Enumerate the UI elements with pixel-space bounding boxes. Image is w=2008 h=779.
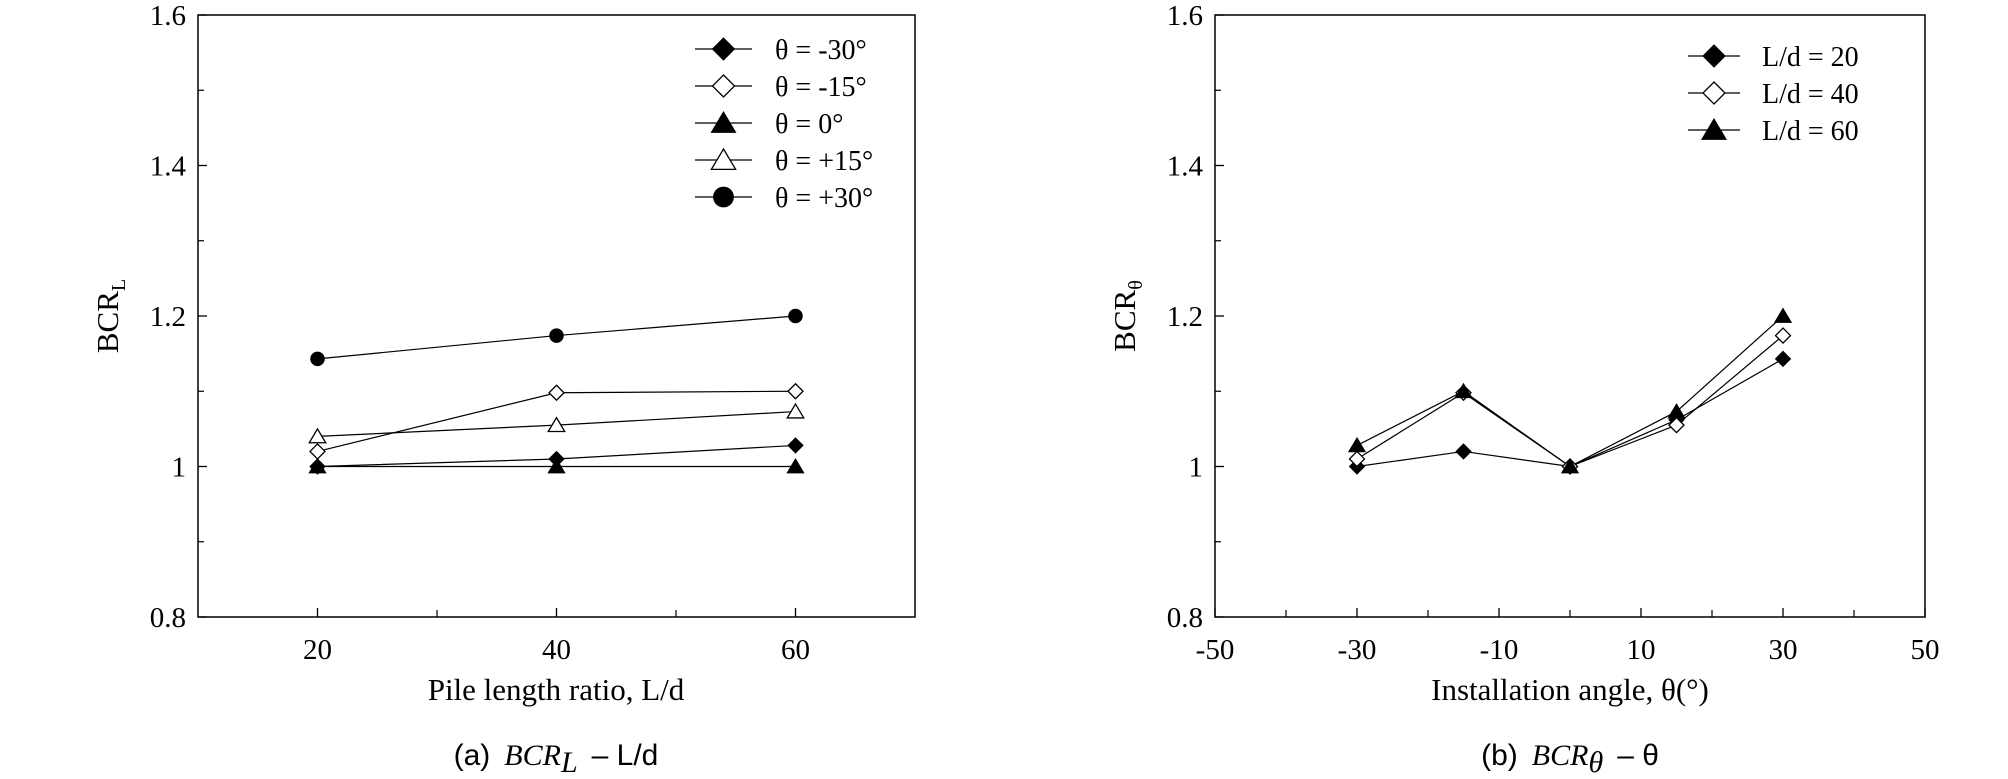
chart-b-series-2-point (1347, 436, 1367, 453)
chart-b-y-axis-title-sub: θ (1125, 280, 1147, 290)
chart-b-legend-marker (1702, 44, 1726, 68)
chart-a-series-0-point (787, 437, 804, 454)
chart-a-legend: θ = -30° θ = -15° θ = 0° θ = +15° θ = +30° (695, 35, 873, 214)
chart-b-x-tick-label: 50 (1911, 634, 1940, 666)
chart-b-series-0-point (1455, 443, 1472, 460)
chart-a-series-3-point (308, 427, 327, 444)
chart-a-caption-sub: L (560, 746, 578, 779)
chart-b-caption-sub: θ (1588, 746, 1603, 779)
chart-b-legend-label: L/d = 20 (1762, 42, 1859, 73)
chart-b-y-tick-label: 1 (1189, 452, 1204, 484)
chart-a-series-4-point (788, 308, 803, 324)
chart-a-caption-suffix: – L/d (592, 739, 659, 772)
chart-a-y-tick-label: 1.6 (150, 0, 186, 32)
chart-a-legend-label: θ = -15° (775, 72, 867, 103)
chart-b-series-2-point (1560, 458, 1580, 474)
chart-a-y-tick-label: 0.8 (150, 602, 186, 634)
chart-b-legend-label: L/d = 60 (1762, 116, 1859, 147)
chart-b-caption: (b) BCRθ – θ (1481, 739, 1659, 779)
chart-b-x-axis-title: Installation angle, θ(°) (1431, 672, 1709, 707)
chart-a-series-4-point (310, 351, 325, 367)
chart-b-legend-marker (1701, 118, 1727, 140)
chart-a-series-3-point (786, 402, 805, 419)
chart-a-y-axis-title-main: BCR (90, 291, 125, 353)
chart-a-x-tick-label: 20 (303, 634, 332, 666)
chart-b-y-tick-label: 0.8 (1167, 602, 1203, 634)
chart-a-y-tick-label: 1.2 (150, 301, 186, 333)
chart-b-series (1347, 307, 1793, 475)
chart-a: 0.811.21.41.6 20 40 60 θ = -30°θ = -15°θ =… (90, 0, 916, 779)
chart-a-legend-marker (710, 111, 737, 133)
chart-a-x-axis-title: Pile length ratio, L/d (428, 672, 685, 707)
chart-a-legend-label: θ = +15° (775, 146, 873, 177)
chart-a-legend-label: θ = -30° (775, 35, 867, 66)
chart-b-x-tick-label: -30 (1338, 634, 1377, 666)
chart-b-y-axis-title: BCRθ (1107, 280, 1147, 352)
chart-b-legend-label: L/d = 40 (1762, 79, 1859, 110)
chart-b-series-2-point (1454, 382, 1473, 399)
chart-b-series-1-line (1356, 335, 1784, 468)
chart-b-series-1-point (1348, 450, 1366, 468)
chart-a-y-tick-label: 1 (172, 452, 187, 484)
chart-b-caption-prefix: (b) (1481, 739, 1518, 772)
chart-a-x-ticks: 20 40 60 (303, 608, 810, 666)
chart-a-legend-marker (711, 74, 736, 98)
chart-a-legend-marker (710, 147, 737, 171)
chart-b-x-ticks: -50 -30 -10 10 30 50 (1196, 608, 1940, 666)
chart-b-x-tick-label: 30 (1769, 634, 1798, 666)
chart-b-y-axis-title-main: BCR (1107, 289, 1142, 351)
chart-b-x-tick-label: -50 (1196, 634, 1235, 666)
chart-b-x-tick-label: -10 (1480, 634, 1519, 666)
chart-b-series-1-point (1774, 327, 1792, 344)
chart-b: 0.811.21.41.6 -50 -30 -10 10 30 50 L/d = 20L/… (1107, 0, 1940, 779)
chart-a-series-4-point (549, 328, 564, 343)
chart-a-legend-marker (711, 37, 736, 61)
chart-b-series-0-point (1774, 350, 1792, 368)
chart-b-legend: L/d = 20 L/d = 40 L/d = 60 (1688, 42, 1859, 147)
chart-b-legend-marker (1702, 81, 1726, 105)
chart-a-legend-label: θ = +30° (775, 183, 873, 214)
chart-b-series-2-line (1356, 315, 1784, 468)
chart-a-x-tick-label: 40 (542, 634, 571, 666)
chart-a-plot-frame (197, 14, 916, 618)
chart-b-series-1-point (1668, 416, 1685, 434)
chart-a-legend-label: θ = 0° (775, 109, 843, 140)
chart-b-y-tick-label: 1.6 (1167, 0, 1203, 32)
chart-a-y-axis-title-sub: L (108, 279, 130, 291)
chart-a-legend-marker (713, 186, 734, 208)
chart-b-y-tick-label: 1.4 (1167, 151, 1204, 183)
chart-a-caption-italic: BCR (504, 739, 561, 772)
chart-a-series-3-point (547, 416, 566, 433)
chart-b-y-ticks: 0.8 1 1.2 1.4 1.6 (1167, 0, 1224, 634)
chart-a-series (308, 308, 805, 475)
chart-b-y-tick-label: 1.2 (1167, 301, 1203, 333)
chart-a-series-1-point (787, 382, 804, 400)
chart-a-y-ticks: 0.8 1 1.2 1.4 1.6 (150, 0, 207, 634)
chart-a-x-tick-label: 60 (781, 634, 810, 666)
chart-b-x-tick-label: 10 (1627, 634, 1656, 666)
chart-b-series-2-point (1667, 403, 1686, 419)
chart-a-series-1-point (548, 384, 565, 402)
chart-b-caption-suffix: – θ (1617, 739, 1659, 772)
chart-a-caption-prefix: (a) (454, 739, 491, 772)
chart-a-caption: (a) BCRL – L/d (454, 739, 659, 779)
chart-a-series-2-point (308, 458, 327, 474)
chart-a-series-2-point (786, 458, 805, 474)
chart-a-series-2-point (547, 458, 566, 474)
chart-a-series-1-point (309, 443, 326, 460)
chart-b-series-2-point (1773, 307, 1793, 323)
chart-a-y-tick-label: 1.4 (150, 151, 187, 183)
chart-b-caption-italic: BCR (1532, 739, 1589, 772)
chart-a-y-axis-title: BCRL (90, 279, 130, 353)
